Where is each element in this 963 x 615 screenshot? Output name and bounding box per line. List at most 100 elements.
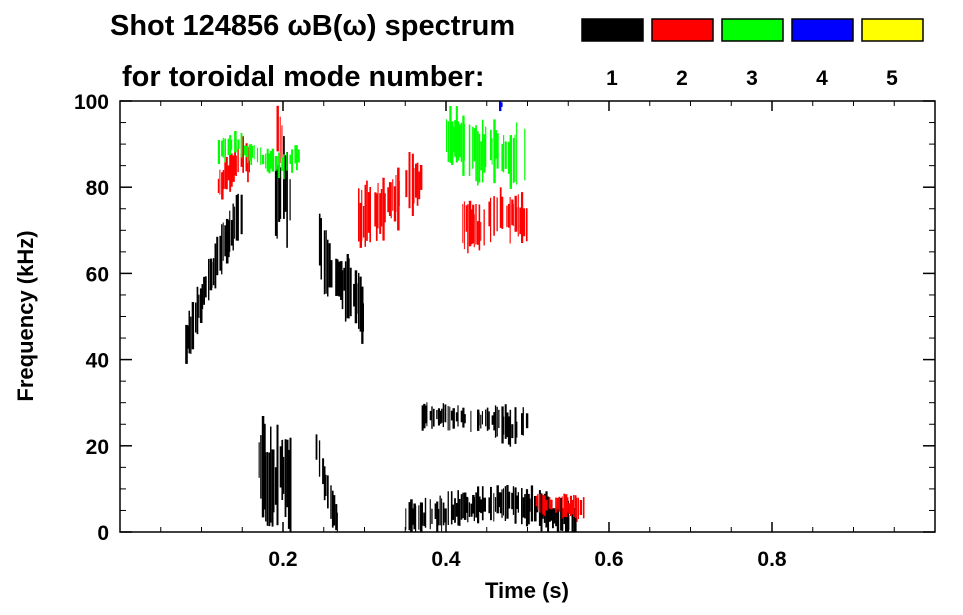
spectrum-mark — [535, 495, 538, 507]
spectrum-mark — [457, 490, 459, 526]
spectrum-mark — [240, 153, 243, 167]
spectrum-mark — [276, 156, 278, 170]
spectrum-mark — [286, 439, 289, 508]
spectrum-mark — [494, 130, 498, 159]
spectrum-mark — [336, 259, 339, 296]
spectrum-mark — [270, 151, 273, 169]
spectrum-mark — [490, 197, 492, 243]
spectrum-mark — [291, 149, 294, 173]
spectrum-mark — [276, 105, 279, 152]
spectrum-mark — [284, 155, 287, 212]
spectrum-mark — [504, 404, 507, 439]
spectrum-mark — [286, 152, 288, 171]
spectrum-mark — [274, 155, 277, 172]
spectrum-mark — [415, 505, 417, 532]
spectrum-mark — [235, 155, 237, 176]
spectrum-mark — [353, 283, 356, 307]
spectrum-mark — [501, 196, 504, 229]
spectrum-mark — [481, 411, 483, 425]
spectrum-mark — [568, 515, 570, 531]
spectrum-mark — [501, 102, 503, 107]
spectrum-mark — [397, 167, 400, 231]
legend-swatch-3 — [721, 18, 784, 42]
spectrum-mark — [273, 449, 275, 513]
spectrum-mark — [221, 224, 223, 275]
spectrum-mark — [573, 495, 575, 517]
spectrum-mark — [516, 207, 518, 232]
spectrum-mark — [478, 412, 480, 426]
spectrum-mark — [463, 201, 465, 250]
spectrum-mark — [496, 133, 499, 169]
spectrum-mark — [569, 495, 572, 517]
spectrum-mark — [333, 495, 336, 526]
mode-1-feature-2 — [318, 213, 364, 344]
spectrum-mark — [463, 492, 467, 520]
spectrum-mark — [552, 508, 554, 529]
spectrum-mark — [229, 210, 231, 252]
spectrum-mark — [198, 294, 200, 318]
spectrum-mark — [480, 222, 482, 241]
spectrum-mark — [545, 499, 548, 511]
legend-label-4: 4 — [816, 67, 828, 90]
spectrum-mark — [258, 442, 260, 478]
spectrum-mark — [271, 148, 275, 172]
spectrum-mark — [477, 409, 480, 431]
spectrum-mark — [555, 497, 557, 513]
spectrum-mark — [514, 195, 517, 232]
spectrum-mark — [433, 408, 435, 427]
spectrum-mark — [245, 143, 248, 172]
spectrum-mark — [229, 154, 232, 192]
spectrum-mark — [516, 421, 518, 438]
spectrum-mark — [447, 491, 449, 525]
spectrum-mark — [274, 156, 278, 236]
spectrum-mark — [274, 467, 278, 505]
spectrum-mark — [457, 405, 459, 427]
spectrum-mark — [478, 496, 481, 512]
spectrum-mark — [527, 493, 530, 525]
spectrum-mark — [470, 410, 472, 432]
spectrum-mark — [405, 508, 407, 530]
spectrum-mark — [247, 143, 249, 163]
spectrum-mark — [555, 507, 557, 527]
mode-4-feature-15 — [499, 101, 503, 112]
spectrum-heatmap — [185, 101, 585, 532]
spectrum-mark — [571, 500, 574, 515]
spectrum-mark — [335, 258, 338, 296]
spectrum-mark — [393, 186, 397, 222]
spectrum-mark — [364, 184, 366, 247]
spectrum-mark — [468, 124, 471, 177]
spectrum-mark — [565, 494, 568, 518]
spectrum-mark — [574, 510, 577, 532]
spectrum-mark — [209, 258, 213, 291]
spectrum-mark — [252, 145, 254, 158]
spectrum-mark — [327, 475, 329, 509]
legend-label-1: 1 — [606, 67, 618, 90]
spectrum-mark — [344, 261, 347, 322]
tick-labels: 0.2 0.4 0.6 0.8 0 20 40 60 80 100 — [74, 91, 787, 571]
spectrum-mark — [462, 204, 464, 244]
spectrum-mark — [436, 410, 438, 420]
spectrum-mark — [491, 415, 494, 425]
spectrum-mark — [276, 164, 278, 239]
legend-label-2: 2 — [676, 67, 688, 90]
spectrum-mark — [509, 197, 511, 244]
spectrum-mark — [496, 406, 498, 437]
spectrum-mark — [503, 488, 504, 516]
spectrum-mark — [243, 145, 247, 156]
spectrum-mark — [538, 493, 541, 513]
spectrum-mark — [507, 491, 511, 509]
spectrum-mark — [256, 147, 259, 163]
spectrum-mark — [446, 119, 447, 153]
spectrum-mark — [271, 449, 274, 527]
spectrum-mark — [478, 204, 481, 251]
spectrum-mark — [395, 175, 397, 212]
spectrum-mark — [450, 491, 453, 525]
spectrum-mark — [225, 156, 228, 190]
spectrum-mark — [463, 124, 465, 161]
spectrum-mark — [507, 203, 510, 228]
spectrum-mark — [444, 404, 447, 423]
spectrum-mark — [330, 260, 333, 288]
spectrum-mark — [467, 204, 469, 254]
spectrum-mark — [287, 449, 290, 529]
spectrum-mark — [283, 154, 285, 180]
